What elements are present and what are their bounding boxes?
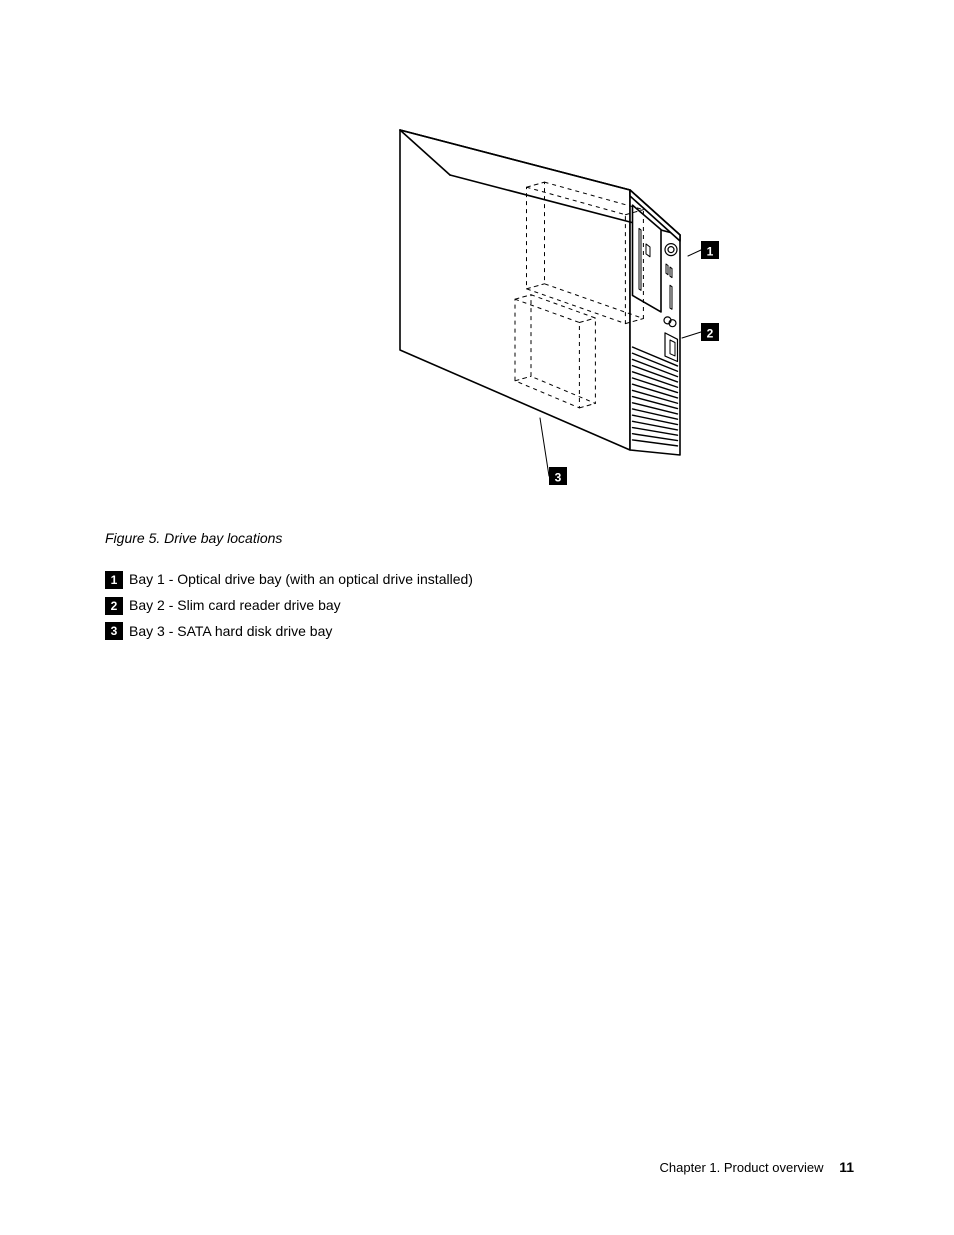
legend-row: 1 Bay 1 - Optical drive bay (with an opt… [105,568,855,592]
callout-text: Bay 1 - Optical drive bay (with an optic… [129,568,473,592]
drive-bay-diagram: 1 2 3 [210,100,750,500]
document-page: 1 2 3 Figure 5. Drive bay locations 1 Bay … [0,0,954,1235]
svg-text:1: 1 [707,244,714,258]
page-footer: Chapter 1. Product overview 11 [660,1159,854,1175]
svg-text:2: 2 [707,326,714,340]
callout-badge-2: 2 [105,597,123,615]
diagram-container: 1 2 3 [210,100,750,500]
chapter-label: Chapter 1. Product overview [660,1160,824,1175]
page-number: 11 [839,1159,854,1175]
legend-row: 3 Bay 3 - SATA hard disk drive bay [105,620,855,644]
figure-number: Figure 5. [105,530,160,546]
legend-row: 2 Bay 2 - Slim card reader drive bay [105,594,855,618]
svg-text:3: 3 [555,470,562,484]
callout-text: Bay 2 - Slim card reader drive bay [129,594,341,618]
figure-caption: Figure 5. Drive bay locations [105,530,855,546]
figure-title: Drive bay locations [164,530,282,546]
callout-legend: 1 Bay 1 - Optical drive bay (with an opt… [105,568,855,643]
figure-block: 1 2 3 Figure 5. Drive bay locations 1 Bay … [105,100,855,645]
callout-badge-1: 1 [105,571,123,589]
callout-badge-3: 3 [105,622,123,640]
callout-text: Bay 3 - SATA hard disk drive bay [129,620,332,644]
